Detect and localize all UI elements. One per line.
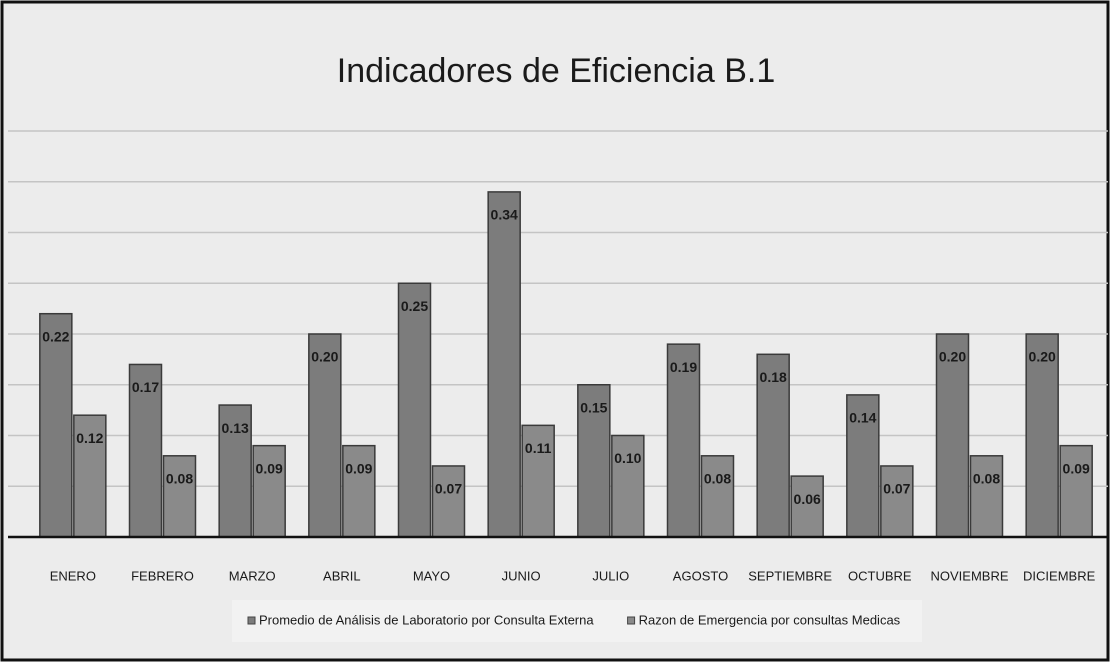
- bar: [487, 191, 521, 538]
- legend-swatch: [247, 616, 256, 625]
- bar: [880, 465, 914, 538]
- legend-swatch: [627, 616, 636, 625]
- x-tick-label: MAYO: [413, 568, 450, 583]
- data-label: 0.10: [614, 450, 641, 466]
- bar: [308, 333, 342, 538]
- data-label: 0.20: [939, 349, 966, 365]
- data-label: 0.20: [1029, 349, 1056, 365]
- data-label: 0.13: [222, 420, 249, 436]
- bar: [342, 444, 376, 538]
- data-label: 0.11: [525, 440, 552, 456]
- data-label: 0.25: [401, 298, 428, 314]
- x-tick-label: JULIO: [592, 568, 629, 583]
- legend-label: Razon de Emergencia por consultas Medica…: [639, 612, 901, 627]
- data-label: 0.09: [1063, 460, 1090, 476]
- data-label: 0.08: [973, 471, 1000, 487]
- x-tick-label: JUNIO: [502, 568, 541, 583]
- data-label: 0.07: [435, 481, 462, 497]
- x-tick-label: ABRIL: [323, 568, 361, 583]
- data-label: 0.15: [580, 399, 607, 415]
- bar: [611, 434, 645, 538]
- bar: [162, 455, 197, 538]
- data-label: 0.09: [345, 460, 372, 476]
- bar: [700, 455, 735, 538]
- data-label: 0.22: [42, 328, 69, 344]
- data-label: 0.34: [491, 207, 518, 223]
- bar: [128, 363, 163, 538]
- data-label: 0.14: [849, 410, 876, 426]
- bar: [39, 312, 73, 538]
- bar: [73, 414, 107, 538]
- x-tick-label: OCTUBRE: [848, 568, 912, 583]
- bar: [790, 475, 824, 538]
- data-label: 0.08: [704, 471, 731, 487]
- data-label: 0.09: [256, 460, 283, 476]
- legend-box: [232, 600, 922, 642]
- chart-title: Indicadores de Eficiencia B.1: [337, 52, 775, 90]
- bar: [1059, 444, 1093, 538]
- bar: [252, 444, 286, 538]
- x-tick-label: SEPTIEMBRE: [748, 568, 832, 583]
- data-label: 0.12: [76, 430, 103, 446]
- data-label: 0.17: [132, 379, 159, 395]
- data-label: 0.07: [883, 481, 910, 497]
- bar: [431, 465, 466, 538]
- data-label: 0.18: [760, 369, 787, 385]
- bar: [756, 353, 790, 538]
- x-tick-label: NOVIEMBRE: [930, 568, 1008, 583]
- x-tick-label: FEBRERO: [131, 568, 194, 583]
- x-tick-label: MARZO: [229, 568, 276, 583]
- bar: [397, 282, 432, 538]
- x-tick-label: ENERO: [50, 568, 96, 583]
- data-label: 0.20: [311, 349, 338, 365]
- x-tick-label: AGOSTO: [673, 568, 728, 583]
- bar: [969, 455, 1004, 538]
- data-label: 0.19: [670, 359, 697, 375]
- bar: [935, 333, 970, 538]
- legend-label: Promedio de Análisis de Laboratorio por …: [259, 612, 594, 627]
- data-label: 0.08: [166, 471, 193, 487]
- data-label: 0.06: [794, 491, 821, 507]
- x-tick-label: DICIEMBRE: [1023, 568, 1096, 583]
